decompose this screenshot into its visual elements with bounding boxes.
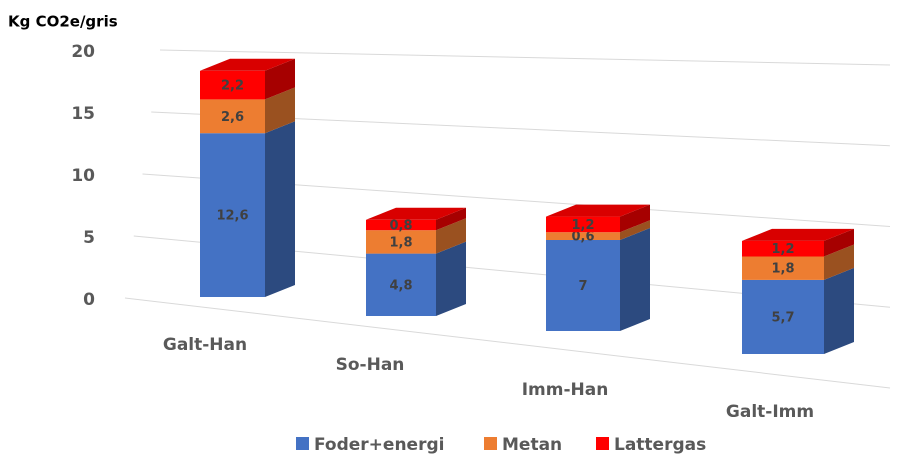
bar-side <box>620 204 650 233</box>
bar <box>200 133 265 297</box>
legend-label: Metan <box>502 435 562 455</box>
bar <box>366 219 436 231</box>
x-tick-label: Galt-Han <box>163 335 247 355</box>
x-tick-label: So-Han <box>336 355 405 375</box>
legend-swatch <box>296 437 309 450</box>
bar-side <box>265 121 295 297</box>
data-label: 2,2 <box>221 79 244 94</box>
grid-line <box>159 49 891 66</box>
grid-line <box>124 297 891 389</box>
bar <box>366 253 436 316</box>
data-label: 0,8 <box>389 219 412 234</box>
bar-side <box>265 87 295 134</box>
bar <box>742 256 824 280</box>
data-label: 12,6 <box>216 209 248 224</box>
data-label: 7 <box>578 279 587 294</box>
legend-swatch <box>484 437 497 450</box>
bar-top <box>366 207 466 220</box>
data-label: 1,2 <box>571 218 594 233</box>
bar-side <box>436 241 466 316</box>
legend-swatch <box>596 437 609 450</box>
data-label: 1,2 <box>771 242 794 257</box>
y-tick-label: 5 <box>83 228 95 248</box>
x-tick-label: Galt-Imm <box>726 402 814 422</box>
y-axis-label: Kg CO2e/gris <box>8 13 118 31</box>
bar-side <box>436 218 466 254</box>
data-label: 2,6 <box>221 110 244 125</box>
legend-label: Foder+energi <box>314 435 444 455</box>
bar-side <box>436 207 466 231</box>
bar-side <box>620 220 650 240</box>
bar-side <box>265 58 295 100</box>
bar <box>546 240 620 331</box>
bar <box>742 240 824 257</box>
y-tick-label: 15 <box>71 104 95 124</box>
bar-top <box>742 228 854 241</box>
bar-side <box>824 244 854 280</box>
data-label: 1,8 <box>771 262 794 277</box>
data-label: 0,6 <box>571 230 594 245</box>
y-tick-label: 0 <box>83 290 95 310</box>
y-tick-label: 20 <box>71 42 95 62</box>
data-label: 4,8 <box>389 278 412 293</box>
bar <box>200 99 265 134</box>
bar <box>546 216 620 233</box>
bar <box>366 230 436 254</box>
bar-side <box>824 267 854 354</box>
y-tick-label: 10 <box>71 166 95 186</box>
bar-side <box>824 228 854 257</box>
bar <box>742 279 824 354</box>
data-label: 5,7 <box>771 310 794 325</box>
legend-label: Lattergas <box>614 435 706 455</box>
bar-top <box>200 58 295 71</box>
x-tick-label: Imm-Han <box>522 380 609 400</box>
bar <box>200 70 265 100</box>
bar-side <box>620 228 650 331</box>
bar <box>546 232 620 240</box>
bar-top <box>546 204 650 217</box>
data-label: 1,8 <box>389 235 412 250</box>
